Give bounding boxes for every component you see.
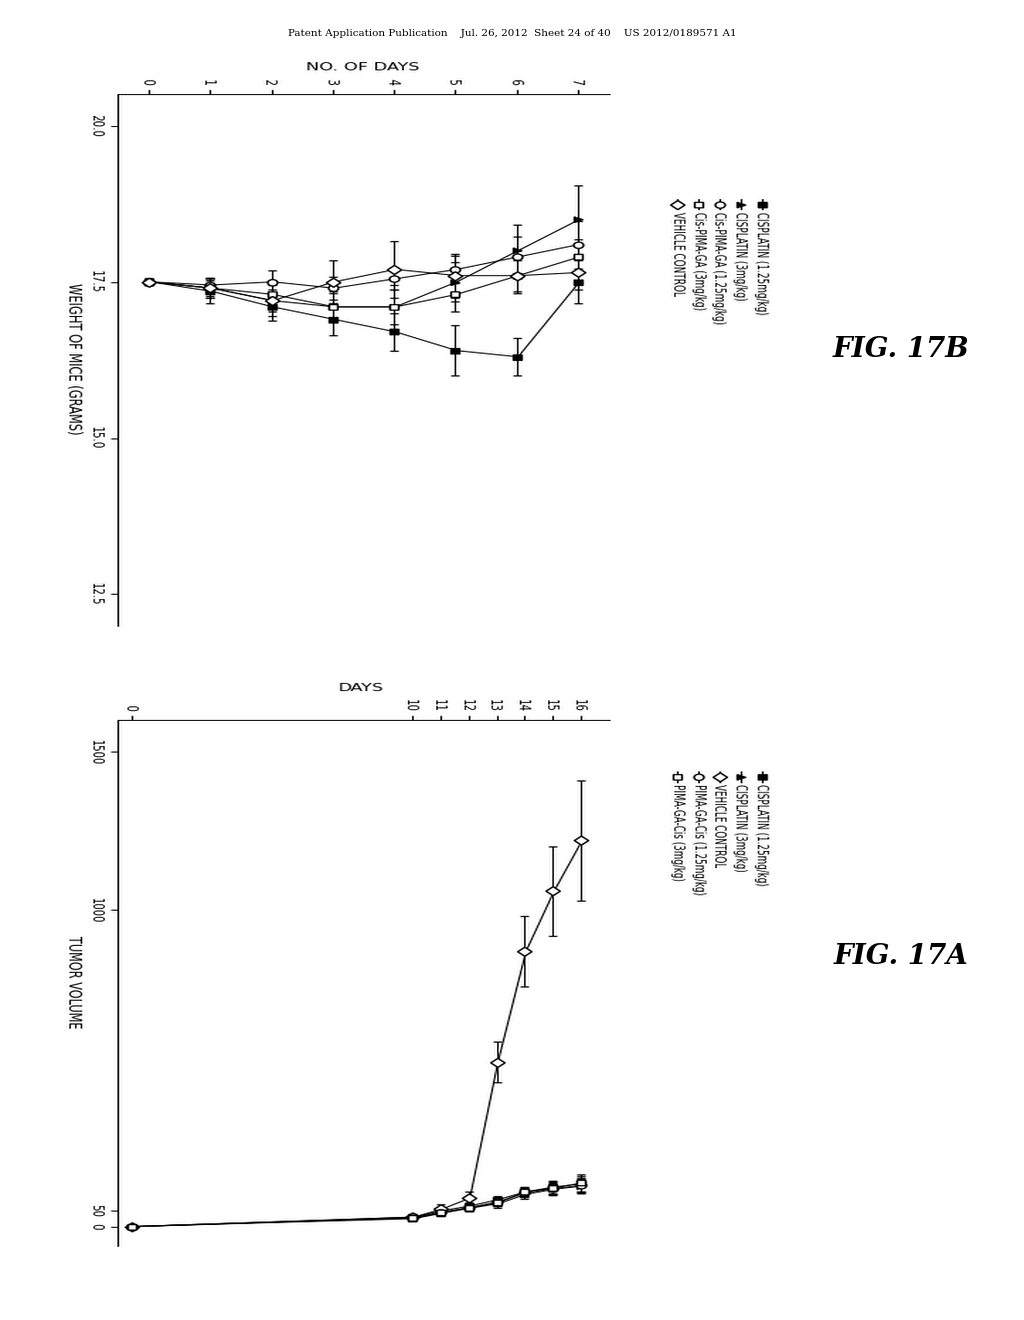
Text: FIG. 17A: FIG. 17A <box>834 944 969 970</box>
Text: FIG. 17B: FIG. 17B <box>833 337 970 363</box>
Text: Patent Application Publication    Jul. 26, 2012  Sheet 24 of 40    US 2012/01895: Patent Application Publication Jul. 26, … <box>288 29 736 38</box>
